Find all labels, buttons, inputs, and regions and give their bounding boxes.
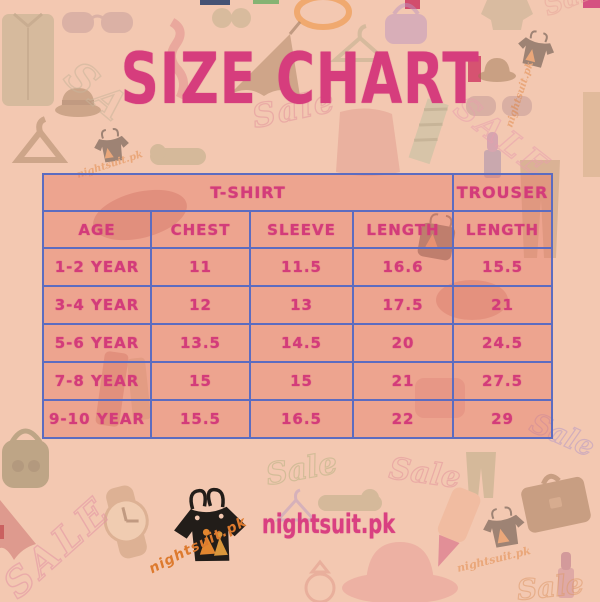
brand-name: nightsuit.pk — [262, 509, 396, 540]
sunglasses-icon — [466, 96, 532, 116]
hanger-icon — [329, 24, 391, 62]
shoe-icon — [318, 489, 382, 511]
hat-icon — [342, 542, 458, 602]
chest-cell: 11 — [150, 247, 251, 287]
trouser-group-header: TROUSER — [452, 173, 554, 212]
trouser-length-cell: 29 — [452, 399, 554, 439]
table-row: 7-8 YEAR 15 15 21 27.5 — [42, 361, 554, 401]
age-cell: 1-2 YEAR — [42, 247, 152, 287]
chest-cell: 15 — [150, 361, 251, 401]
lipstick-icon — [484, 132, 501, 178]
hanger-icon — [11, 116, 69, 163]
bra-icon — [212, 8, 251, 28]
sleeve-column-header: SLEEVE — [249, 210, 354, 249]
watch-icon — [103, 485, 149, 559]
ring-icon — [304, 559, 336, 602]
age-cell: 7-8 YEAR — [42, 361, 152, 401]
tshirt-icon — [481, 0, 533, 30]
sleeve-cell: 15 — [249, 361, 354, 401]
chest-cell: 13.5 — [150, 323, 251, 363]
chest-column-header: CHEST — [150, 210, 251, 249]
sleeve-cell: 13 — [249, 285, 354, 325]
shoe-icon — [150, 144, 206, 165]
table-row: 3-4 YEAR 12 13 17.5 21 — [42, 285, 554, 325]
sale-text: Sale — [515, 567, 585, 602]
age-column-header: AGE — [42, 210, 152, 249]
sale-text: Sale — [263, 446, 340, 493]
sleeve-cell: 16.5 — [249, 399, 354, 439]
handbag-icon — [2, 428, 49, 488]
size-chart-table: T-SHIRT TROUSER AGE CHEST SLEEVE LENGTH … — [41, 173, 554, 439]
trouser-length-cell: 15.5 — [452, 247, 554, 287]
hat-icon — [55, 88, 101, 117]
briefcase-icon — [521, 473, 591, 533]
trouser-length-column-header: LENGTH — [452, 210, 554, 249]
brand-logo-tshirt-icon — [174, 487, 246, 562]
watermark-tshirt-icon — [483, 506, 525, 548]
handbag-icon — [385, 3, 427, 44]
table-column-header-row: AGE CHEST SLEEVE LENGTH LENGTH — [42, 210, 554, 249]
trouser-length-cell: 21 — [452, 285, 554, 325]
table-row: 9-10 YEAR 15.5 16.5 22 29 — [42, 399, 554, 439]
striped-tie-icon — [408, 98, 449, 165]
watermark-tshirt-icon — [94, 128, 129, 163]
umbrella-icon — [228, 21, 302, 96]
sale-text: Sale — [539, 0, 600, 22]
top-edge-fragments — [0, 0, 600, 539]
length-cell: 16.6 — [351, 247, 455, 287]
table-group-header-row: T-SHIRT TROUSER — [41, 173, 554, 212]
length-cell: 20 — [351, 323, 455, 363]
sleeve-cell: 11.5 — [249, 247, 354, 287]
lipstick-icon — [558, 552, 574, 598]
hat-icon — [478, 58, 516, 82]
watermark-tshirt-icon — [518, 30, 555, 68]
age-cell: 9-10 YEAR — [42, 399, 152, 439]
skirt-icon — [336, 108, 400, 176]
table-row: 1-2 YEAR 11 11.5 16.6 15.5 — [42, 247, 554, 287]
sale-text: Sale — [387, 451, 463, 496]
trousers-icon — [466, 452, 496, 498]
necktie-icon — [167, 18, 188, 101]
briefcase-icon — [583, 92, 600, 177]
table-row: 5-6 YEAR 13.5 14.5 20 24.5 — [42, 323, 554, 363]
length-cell: 17.5 — [351, 285, 455, 325]
trouser-length-cell: 27.5 — [452, 361, 554, 401]
length-cell: 22 — [351, 399, 455, 439]
age-cell: 5-6 YEAR — [42, 323, 152, 363]
chest-cell: 15.5 — [150, 399, 251, 439]
hanger-icon — [274, 488, 318, 522]
umbrella-icon — [0, 500, 36, 560]
lipstick-icon — [437, 487, 481, 567]
shirt-icon — [2, 12, 54, 106]
age-cell: 3-4 YEAR — [42, 285, 152, 325]
trouser-length-cell: 24.5 — [452, 323, 554, 363]
chest-cell: 12 — [150, 285, 251, 325]
length-cell: 21 — [351, 361, 455, 401]
length-column-header: LENGTH — [351, 210, 455, 249]
page-title: SIZE CHART — [120, 38, 480, 120]
tshirt-group-header: T-SHIRT — [41, 173, 455, 212]
sunglasses-icon — [62, 12, 133, 33]
watermark-script: nightsuit.pk — [456, 544, 533, 575]
sleeve-cell: 14.5 — [249, 323, 354, 363]
